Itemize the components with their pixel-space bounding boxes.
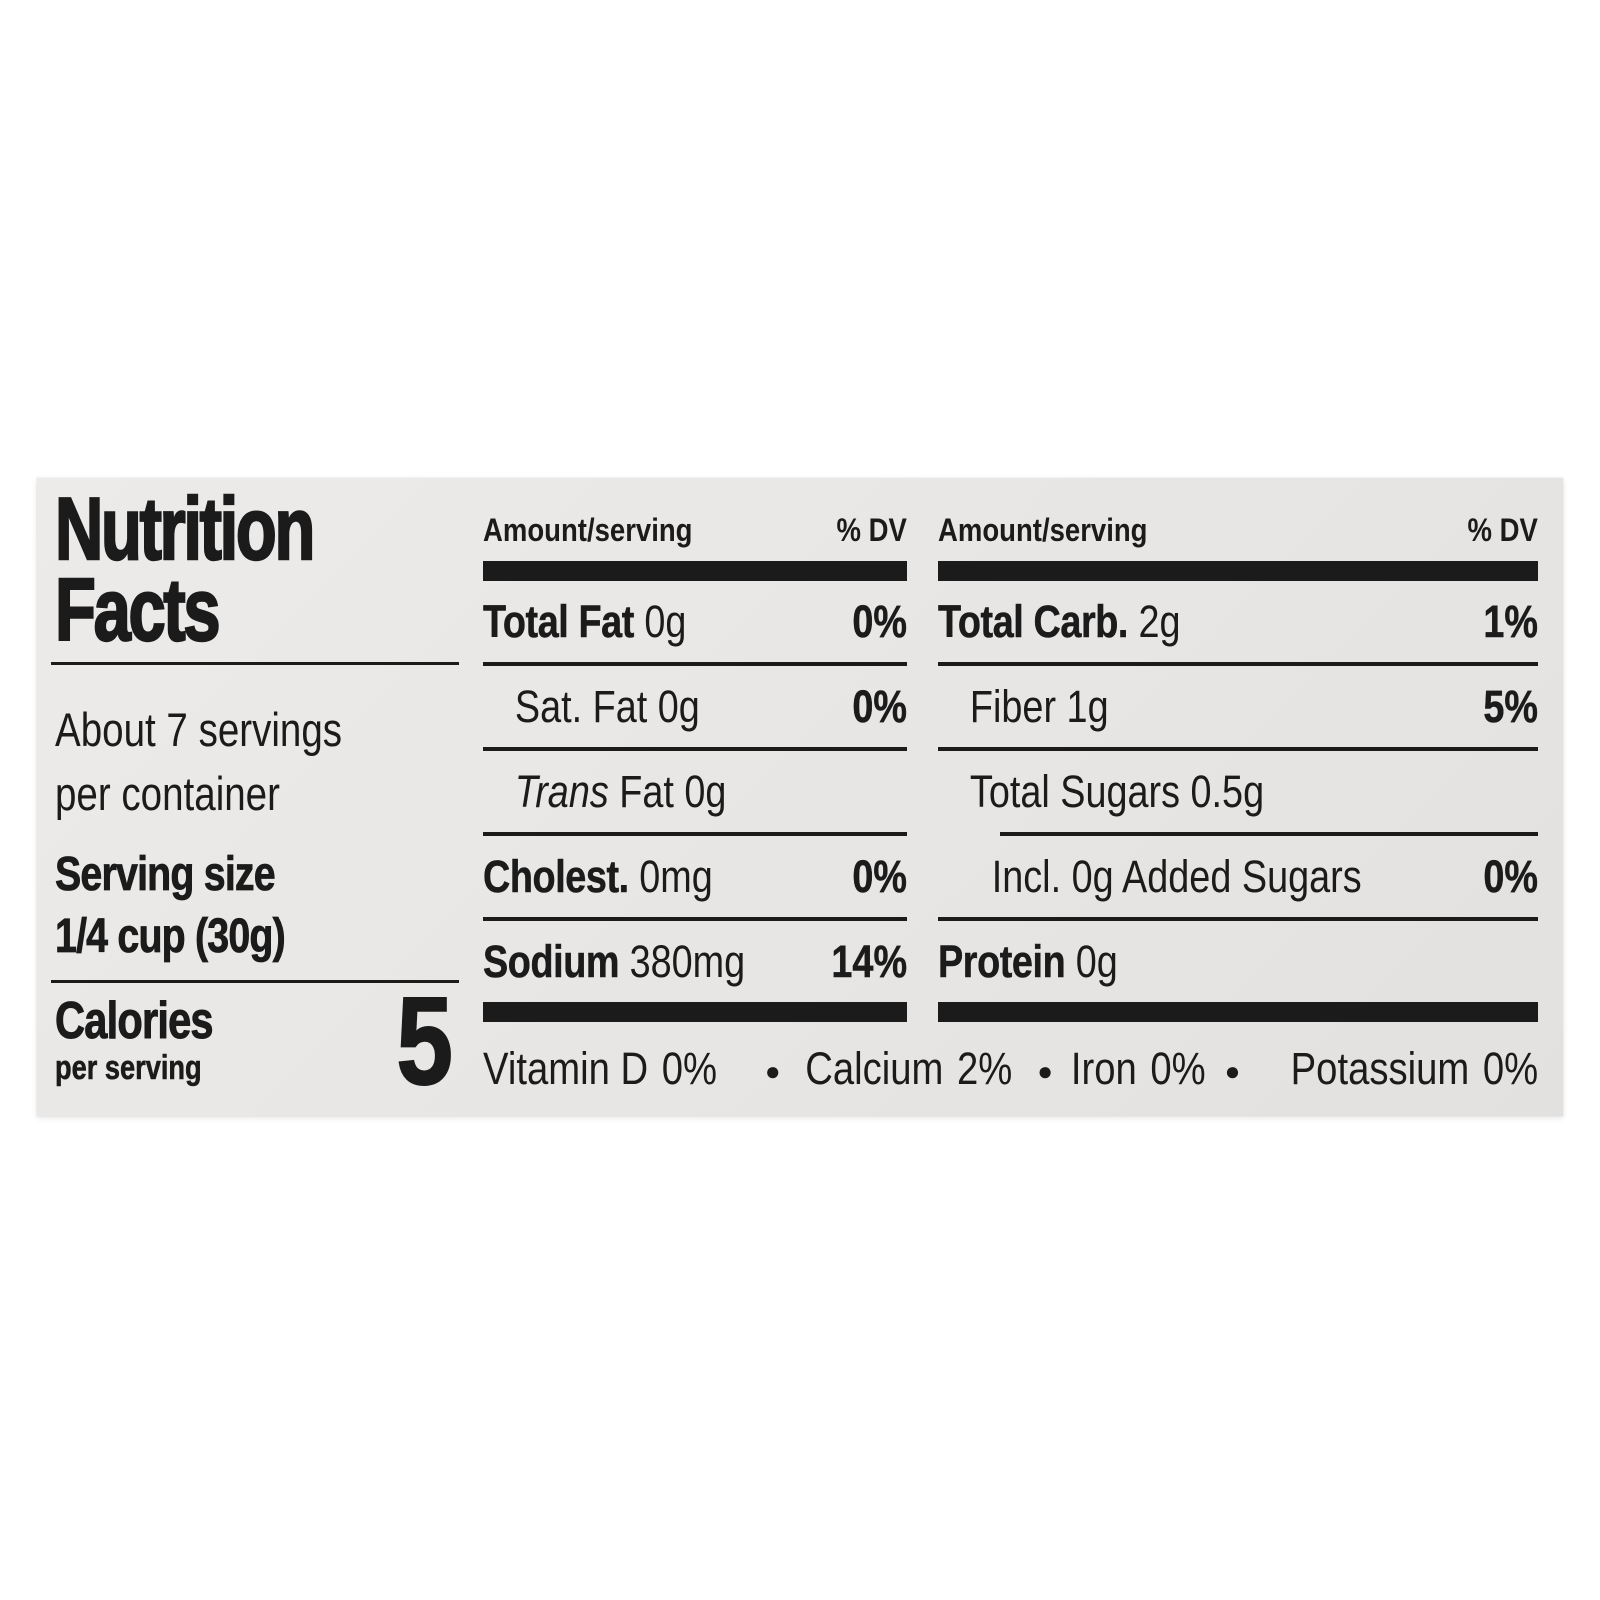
nutrient-amount: 0g (633, 595, 687, 647)
row-total-fat: Total Fat 0g 0% (483, 581, 907, 662)
micronutrient-calcium: Calcium 2% (805, 1043, 1012, 1095)
divider-under-title (51, 662, 459, 665)
nutrient-column-right: Amount/serving % DV Total Carb. 2g 1% Fi… (938, 478, 1538, 1022)
calories-value: 5 (396, 973, 454, 1111)
calories-sublabel: per serving (55, 1049, 202, 1088)
row-divider (938, 662, 1538, 666)
row-divider (483, 917, 907, 921)
header-percent-dv: % DV (1467, 512, 1538, 548)
nutrient-name: Cholest. (483, 850, 630, 902)
divider-above-calories (51, 980, 459, 983)
row-added-sugars: Incl. 0g Added Sugars 0% (938, 836, 1538, 917)
row-divider (483, 832, 907, 836)
micronutrient-value: 0% (661, 1043, 718, 1094)
column-header: Amount/serving % DV (938, 478, 1538, 561)
row-total-sugars: Total Sugars 0.5g (938, 751, 1538, 832)
label-title: Nutrition Facts (54, 479, 316, 659)
label-title-line2: Facts (54, 560, 221, 659)
bullet-separator: ● (764, 1056, 781, 1086)
nutrient-rows: Total Carb. 2g 1% Fiber 1g 5% Total Suga… (938, 581, 1538, 1002)
nutrient-name: Sodium (483, 935, 620, 987)
micronutrient-name: Potassium (1290, 1043, 1470, 1094)
serving-size-value: 1/4 cup (30g) (55, 910, 286, 964)
nutrient-amount: Fiber 1g (969, 680, 1109, 732)
bullet-separator: ● (1224, 1056, 1241, 1086)
nutrient-dv: 0% (1483, 850, 1538, 902)
micronutrient-name: Iron (1071, 1043, 1138, 1094)
thick-rule-bottom (483, 1002, 907, 1022)
nutrient-name: Protein (938, 935, 1066, 987)
micronutrient-vitamin-d: Vitamin D 0% (483, 1043, 717, 1095)
calories-label: Calories (55, 992, 214, 1050)
row-divider (938, 917, 1538, 921)
nutrient-name-italic: Trans (514, 765, 609, 817)
row-divider (938, 747, 1538, 751)
header-amount-serving: Amount/serving (938, 512, 1148, 548)
calories-labels: Calories per serving (55, 990, 252, 1088)
nutrient-amount: 0g (1065, 935, 1118, 987)
row-sat-fat: Sat. Fat 0g 0% (483, 666, 907, 747)
micronutrient-name: Calcium (805, 1043, 944, 1094)
row-protein: Protein 0g (938, 921, 1538, 1002)
header-amount-serving: Amount/serving (483, 512, 693, 548)
nutrient-amount: 2g (1127, 595, 1181, 647)
micronutrient-value: 0% (1482, 1043, 1538, 1094)
row-divider (483, 747, 907, 751)
row-sodium: Sodium 380mg 14% (483, 921, 907, 1002)
nutrient-amount: 0mg (628, 850, 713, 902)
nutrient-dv: 0% (852, 680, 907, 732)
nutrient-column-left: Amount/serving % DV Total Fat 0g 0% Sat.… (483, 478, 907, 1022)
micronutrient-name: Vitamin D (483, 1043, 649, 1094)
nutrient-amount: Total Sugars 0.5g (969, 765, 1265, 817)
thick-rule-bottom (938, 1002, 1538, 1022)
nutrient-dv: 0% (852, 595, 907, 647)
thick-rule-top (483, 561, 907, 581)
row-total-carb: Total Carb. 2g 1% (938, 581, 1538, 662)
bullet-separator: ● (1037, 1056, 1053, 1086)
micronutrient-potassium: Potassium 0% (1290, 1043, 1537, 1095)
label-title-line1: Nutrition (54, 479, 316, 578)
row-divider (483, 662, 907, 666)
row-fiber: Fiber 1g 5% (938, 666, 1538, 747)
label-left-column: Nutrition Facts About 7 servings per con… (51, 478, 467, 1116)
nutrient-dv: 1% (1483, 595, 1538, 647)
nutrient-dv: 0% (852, 850, 907, 902)
micronutrient-iron: Iron 0% (1071, 1043, 1206, 1095)
nutrient-rows: Total Fat 0g 0% Sat. Fat 0g 0% Trans Fat… (483, 581, 907, 1002)
nutrient-name: Total Fat (483, 595, 635, 647)
nutrient-amount: Fat 0g (608, 765, 727, 817)
nutrient-dv: 14% (831, 935, 907, 987)
servings-line2: per container (55, 767, 280, 820)
row-divider-indented (1000, 832, 1538, 836)
nutrient-amount: Incl. 0g Added Sugars (991, 850, 1362, 902)
serving-size-label: Serving size (55, 848, 276, 902)
servings-per-container: About 7 servings per container (55, 698, 342, 826)
nutrient-name: Total Carb. (938, 595, 1129, 647)
row-cholesterol: Cholest. 0mg 0% (483, 836, 907, 917)
header-percent-dv: % DV (836, 512, 907, 548)
row-trans-fat: Trans Fat 0g (483, 751, 907, 832)
micronutrient-value: 0% (1150, 1043, 1207, 1094)
column-header: Amount/serving % DV (483, 478, 907, 561)
micronutrients-row: Vitamin D 0% ● Calcium 2% ● Iron 0% ● Po… (483, 1022, 1538, 1116)
nutrient-dv: 5% (1483, 680, 1538, 732)
nutrient-amount: 380mg (619, 935, 746, 987)
serving-size: Serving size 1/4 cup (30g) (55, 844, 286, 968)
calories-row: Calories per serving 5 (55, 973, 454, 1111)
servings-line1: About 7 servings (55, 703, 343, 756)
nutrition-facts-label: Nutrition Facts About 7 servings per con… (37, 478, 1563, 1116)
micronutrient-value: 2% (957, 1043, 1013, 1094)
thick-rule-top (938, 561, 1538, 581)
nutrient-amount: Sat. Fat 0g (514, 680, 700, 732)
